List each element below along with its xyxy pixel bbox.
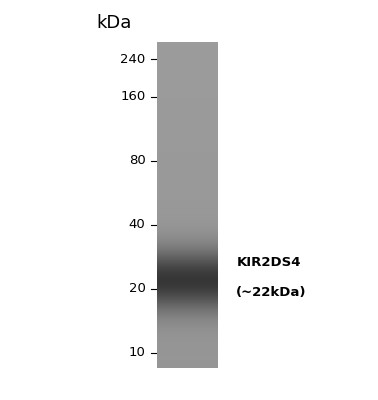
Text: kDa: kDa <box>96 14 132 32</box>
Text: (~22kDa): (~22kDa) <box>236 286 307 299</box>
Text: 240: 240 <box>120 53 146 66</box>
Text: 40: 40 <box>129 218 146 232</box>
Text: 10: 10 <box>129 346 146 360</box>
Text: KIR2DS4: KIR2DS4 <box>236 256 301 269</box>
Text: 80: 80 <box>129 154 146 168</box>
Text: 20: 20 <box>129 282 146 296</box>
Text: 160: 160 <box>120 90 146 104</box>
